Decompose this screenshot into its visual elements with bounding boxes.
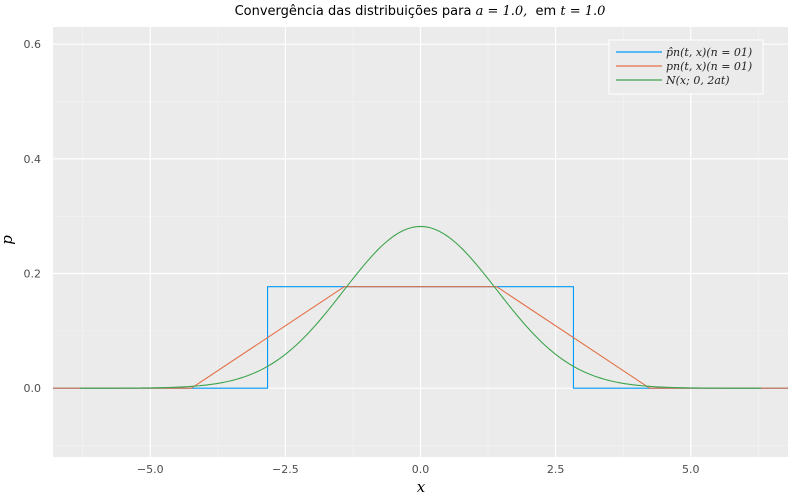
y-tick-label: 0.6: [24, 38, 42, 51]
x-tick-label: 0.0: [412, 463, 430, 476]
x-axis: −5.0 −2.5 0.0 2.5 5.0: [137, 463, 700, 476]
legend-label-normal: N(x; 0, 2at): [665, 74, 730, 87]
title-prefix: Convergência das distribuições para: [235, 4, 476, 19]
x-tick-label: 5.0: [682, 463, 700, 476]
x-tick-label: −2.5: [272, 463, 299, 476]
x-tick-label: −5.0: [137, 463, 164, 476]
y-tick-label: 0.4: [24, 153, 42, 166]
legend: p̂n(t, x)(n = 01) pn(t, x)(n = 01) N(x; …: [608, 39, 764, 95]
legend-label-polyline: pn(t, x)(n = 01): [666, 60, 752, 73]
legend-label-step: p̂n(t, x)(n = 01): [666, 46, 752, 59]
y-axis-label: p: [0, 235, 16, 245]
series-piecewise-linear: [53, 286, 788, 389]
x-tick-label: 2.5: [547, 463, 565, 476]
title-middle: em: [527, 4, 560, 19]
title-param-t: t = 1.0: [560, 4, 605, 19]
title-param-a: a = 1.0,: [476, 4, 528, 19]
y-axis: 0.0 0.2 0.4 0.6: [24, 38, 42, 395]
y-tick-label: 0.2: [24, 268, 42, 281]
x-axis-label: x: [417, 478, 426, 496]
y-tick-label: 0.0: [24, 382, 42, 395]
series-layer: [53, 225, 788, 389]
legend-box: [608, 39, 764, 95]
series-normal-density: [80, 225, 761, 389]
chart-title: Convergência das distribuições para a = …: [235, 4, 606, 19]
